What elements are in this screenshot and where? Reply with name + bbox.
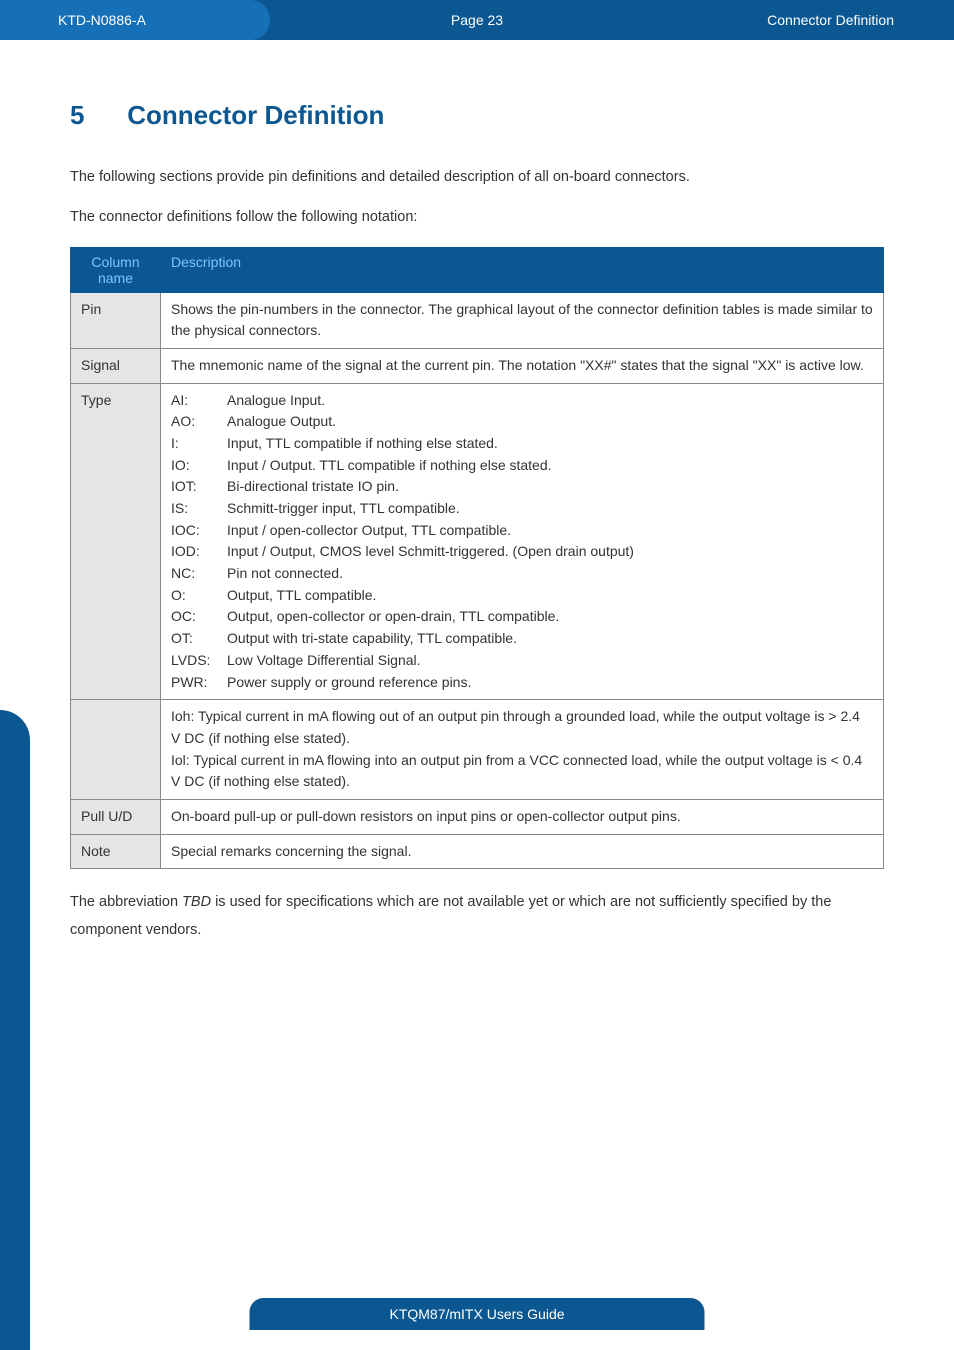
table-header-col1: Column name [71, 247, 161, 292]
type-line: IO:Input / Output. TTL compatible if not… [171, 455, 873, 477]
type-value: Input / open-collector Output, TTL compa… [227, 520, 511, 542]
type-value: Input / Output. TTL compatible if nothin… [227, 455, 552, 477]
header-section-name: Connector Definition [767, 12, 954, 28]
type-key: OC: [171, 606, 227, 628]
type-value: Output, TTL compatible. [227, 585, 376, 607]
table-row: Note Special remarks concerning the sign… [71, 834, 884, 869]
row-desc-pull: On-board pull-up or pull-down resistors … [161, 799, 884, 834]
type-value: Power supply or ground reference pins. [227, 672, 471, 694]
row-label-pull: Pull U/D [71, 799, 161, 834]
iol-line: Iol: Typical current in mA flowing into … [171, 750, 873, 793]
row-desc-pin: Shows the pin-numbers in the connector. … [161, 292, 884, 348]
type-key: AO: [171, 411, 227, 433]
type-line: OT:Output with tri-state capability, TTL… [171, 628, 873, 650]
type-line: OC:Output, open-collector or open-drain,… [171, 606, 873, 628]
table-row: Type AI:Analogue Input.AO:Analogue Outpu… [71, 383, 884, 700]
table-header-row: Column name Description [71, 247, 884, 292]
type-key: OT: [171, 628, 227, 650]
type-value: Low Voltage Differential Signal. [227, 650, 421, 672]
row-desc-iohiol: Ioh: Typical current in mA flowing out o… [161, 700, 884, 800]
type-value: Analogue Output. [227, 411, 336, 433]
post-pre: The abbreviation [70, 894, 182, 910]
post-paragraph: The abbreviation TBD is used for specifi… [70, 889, 884, 944]
page-footer: KTQM87/mITX Users Guide [249, 1298, 704, 1330]
ioh-line: Ioh: Typical current in mA flowing out o… [171, 706, 873, 749]
row-label-signal: Signal [71, 348, 161, 383]
footer-curve-decoration [0, 710, 30, 1350]
type-line: AO:Analogue Output. [171, 411, 873, 433]
type-key: IO: [171, 455, 227, 477]
type-key: IOD: [171, 541, 227, 563]
row-desc-note: Special remarks concerning the signal. [161, 834, 884, 869]
section-number: 5 [70, 100, 120, 131]
type-value: Analogue Input. [227, 390, 325, 412]
type-value: Bi-directional tristate IO pin. [227, 476, 399, 498]
type-key: IOT: [171, 476, 227, 498]
type-key: PWR: [171, 672, 227, 694]
table-header-col2: Description [161, 247, 884, 292]
table-row: Pull U/D On-board pull-up or pull-down r… [71, 799, 884, 834]
intro-paragraph-2: The connector definitions follow the fol… [70, 207, 884, 229]
intro-paragraph-1: The following sections provide pin defin… [70, 167, 884, 189]
page-header: KTD-N0886-A Page 23 Connector Definition [0, 0, 954, 40]
table-row: Signal The mnemonic name of the signal a… [71, 348, 884, 383]
type-line: LVDS:Low Voltage Differential Signal. [171, 650, 873, 672]
type-key: IOC: [171, 520, 227, 542]
type-value: Input / Output, CMOS level Schmitt-trigg… [227, 541, 634, 563]
type-key: IS: [171, 498, 227, 520]
type-key: I: [171, 433, 227, 455]
post-tbd: TBD [182, 894, 211, 910]
table-row: Ioh: Typical current in mA flowing out o… [71, 700, 884, 800]
type-line: IOD:Input / Output, CMOS level Schmitt-t… [171, 541, 873, 563]
type-line: O:Output, TTL compatible. [171, 585, 873, 607]
row-label-iohiol [71, 700, 161, 800]
row-desc-type: AI:Analogue Input.AO:Analogue Output.I:I… [161, 383, 884, 700]
type-value: Input, TTL compatible if nothing else st… [227, 433, 498, 455]
type-line: I:Input, TTL compatible if nothing else … [171, 433, 873, 455]
type-value: Output with tri-state capability, TTL co… [227, 628, 517, 650]
type-key: LVDS: [171, 650, 227, 672]
table-row: Pin Shows the pin-numbers in the connect… [71, 292, 884, 348]
type-value: Output, open-collector or open-drain, TT… [227, 606, 559, 628]
section-title-text: Connector Definition [127, 100, 384, 130]
row-desc-signal: The mnemonic name of the signal at the c… [161, 348, 884, 383]
type-key: O: [171, 585, 227, 607]
page-content: 5 Connector Definition The following sec… [0, 40, 954, 944]
row-label-type: Type [71, 383, 161, 700]
row-label-note: Note [71, 834, 161, 869]
row-label-pin: Pin [71, 292, 161, 348]
definitions-table: Column name Description Pin Shows the pi… [70, 247, 884, 870]
type-line: IOT:Bi-directional tristate IO pin. [171, 476, 873, 498]
type-line: IOC:Input / open-collector Output, TTL c… [171, 520, 873, 542]
header-page-number: Page 23 [451, 12, 503, 28]
type-value: Schmitt-trigger input, TTL compatible. [227, 498, 460, 520]
type-value: Pin not connected. [227, 563, 343, 585]
type-key: NC: [171, 563, 227, 585]
section-heading: 5 Connector Definition [70, 100, 884, 131]
header-doc-id: KTD-N0886-A [0, 0, 270, 40]
type-key: AI: [171, 390, 227, 412]
header-left-text: KTD-N0886-A [58, 12, 146, 28]
type-line: AI:Analogue Input. [171, 390, 873, 412]
type-line: IS:Schmitt-trigger input, TTL compatible… [171, 498, 873, 520]
type-line: PWR:Power supply or ground reference pin… [171, 672, 873, 694]
type-line: NC:Pin not connected. [171, 563, 873, 585]
